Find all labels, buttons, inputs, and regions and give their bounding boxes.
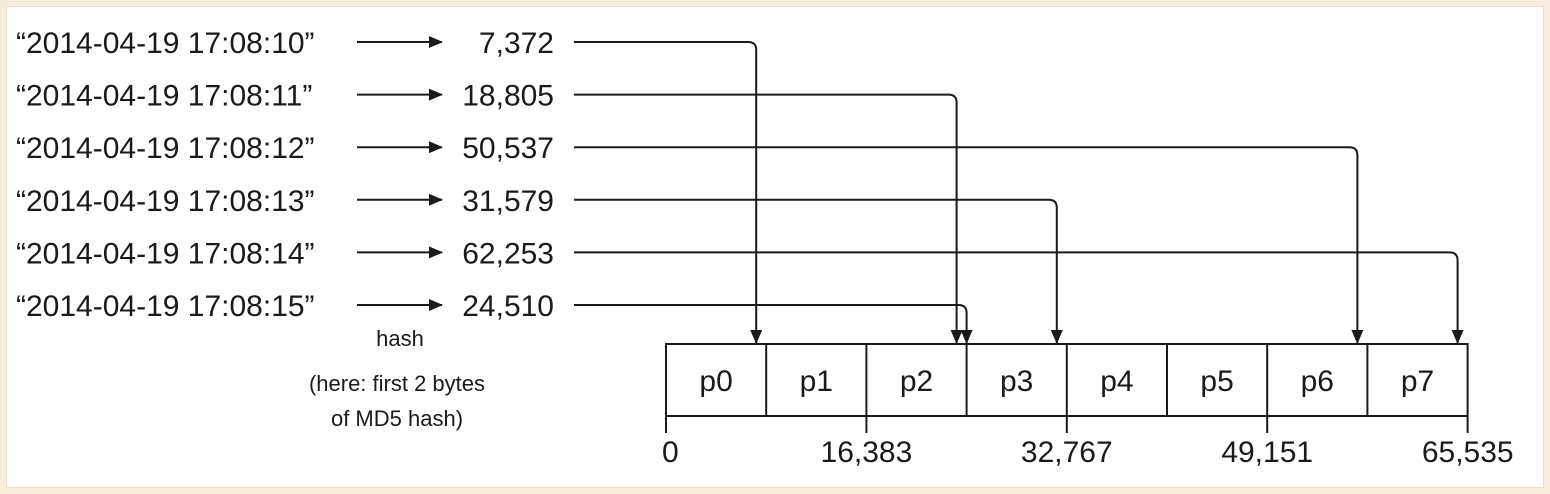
hash-value: 50,537 — [462, 132, 554, 165]
partition-p1: p1 — [800, 365, 833, 398]
boundary-label: 16,383 — [821, 436, 913, 469]
route-to-p3 — [574, 304, 973, 344]
timestamp-key: “2014-04-19 17:08:13” — [16, 185, 315, 218]
hash-value: 24,510 — [462, 290, 554, 323]
route-arrows — [574, 41, 1464, 344]
partition-bar: p0 p1 p2 p3 p4 p5 p6 p7 — [665, 343, 1469, 417]
hash-caption: hash (here: first 2 bytes of MD5 hash) — [309, 326, 485, 431]
hash-value: 31,579 — [462, 185, 554, 218]
boundary-label: 0 — [662, 436, 679, 469]
partition-p2: p2 — [900, 365, 933, 398]
route-to-p2 — [574, 93, 963, 344]
hash-value: 7,372 — [479, 27, 554, 60]
route-to-p3 — [574, 198, 1063, 344]
boundary-label: 32,767 — [1021, 436, 1113, 469]
boundary-label: 49,151 — [1221, 436, 1313, 469]
timestamp-key: “2014-04-19 17:08:15” — [16, 290, 315, 323]
hash-caption-line3: of MD5 hash) — [331, 406, 463, 431]
partition-p5: p5 — [1200, 365, 1233, 398]
partition-p0: p0 — [699, 365, 732, 398]
partition-p3: p3 — [1000, 365, 1033, 398]
hash-value: 18,805 — [462, 80, 554, 113]
boundary-label: 65,535 — [1422, 436, 1514, 469]
timestamp-key: “2014-04-19 17:08:10” — [16, 27, 315, 60]
timestamp-key: “2014-04-19 17:08:11” — [16, 80, 312, 113]
timestamp-key: “2014-04-19 17:08:12” — [16, 132, 315, 165]
diagram-panel — [6, 6, 1544, 488]
key-rows: “2014-04-19 17:08:10” 7,372 “2014-04-19 17… — [16, 27, 554, 323]
partition-p4: p4 — [1100, 365, 1133, 398]
route-to-p6 — [574, 146, 1364, 344]
route-to-p7 — [574, 251, 1464, 344]
timestamp-key: “2014-04-19 17:08:14” — [16, 237, 315, 270]
partition-p7: p7 — [1401, 365, 1434, 398]
hash-value: 62,253 — [462, 237, 554, 270]
route-to-p0 — [574, 41, 763, 344]
boundary-axis: 0 16,383 32,767 49,151 65,535 — [662, 416, 1514, 469]
hash-caption-line2: (here: first 2 bytes — [309, 371, 485, 396]
partition-p6: p6 — [1301, 365, 1334, 398]
hash-caption-line1: hash — [376, 326, 424, 351]
